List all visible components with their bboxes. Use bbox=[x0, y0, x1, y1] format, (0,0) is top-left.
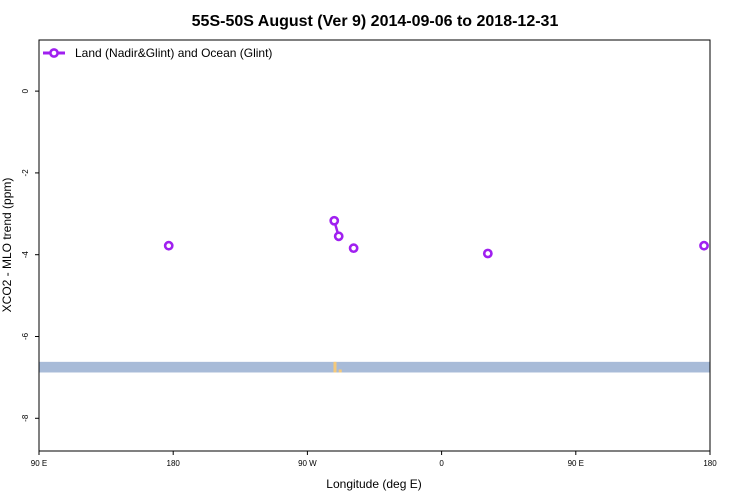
data-point bbox=[329, 215, 340, 226]
y-axis: 0 -2 -4 -6 -8 bbox=[21, 88, 39, 422]
x-tick-label: 180 bbox=[703, 459, 717, 468]
y-tick-label: -8 bbox=[21, 414, 30, 422]
x-tick-label: 180 bbox=[167, 459, 181, 468]
data-point bbox=[699, 240, 709, 251]
x-axis: 90 E 180 90 W 0 90 E 180 bbox=[31, 451, 717, 468]
data-point bbox=[333, 231, 344, 242]
legend: Land (Nadir&Glint) and Ocean (Glint) bbox=[43, 46, 272, 60]
map-strip bbox=[39, 361, 710, 373]
legend-label: Land (Nadir&Glint) and Ocean (Glint) bbox=[75, 46, 272, 60]
land-patch bbox=[333, 361, 337, 373]
data-point bbox=[482, 248, 493, 259]
ocean-band bbox=[39, 361, 710, 373]
x-tick-label: 0 bbox=[439, 459, 444, 468]
y-axis-label: XCO2 - MLO trend (ppm) bbox=[0, 178, 14, 313]
legend-marker bbox=[49, 48, 59, 58]
y-tick-label: -6 bbox=[21, 332, 30, 340]
y-tick-label: -2 bbox=[21, 169, 30, 177]
y-tick-label: -4 bbox=[21, 251, 30, 259]
x-tick-label: 90 E bbox=[31, 459, 47, 468]
data-point bbox=[163, 240, 174, 251]
plot-frame bbox=[38, 39, 711, 452]
data-point bbox=[348, 243, 359, 254]
x-tick-label: 90 E bbox=[568, 459, 584, 468]
x-tick-label: 90 W bbox=[298, 459, 317, 468]
chart-title: 55S-50S August (Ver 9) 2014-09-06 to 201… bbox=[192, 13, 559, 30]
series-layer bbox=[163, 215, 709, 259]
land-patch bbox=[338, 369, 342, 373]
y-tick-label: 0 bbox=[21, 88, 30, 93]
x-axis-label: Longitude (deg E) bbox=[326, 477, 421, 491]
